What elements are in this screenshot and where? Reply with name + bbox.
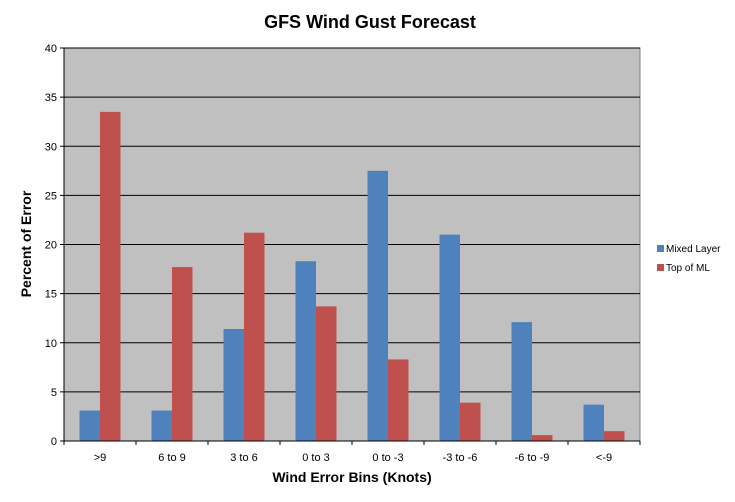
bar-mixed-layer [295,261,316,441]
legend-label: Top of ML [666,263,710,274]
y-tick-label: 20 [45,240,57,252]
y-tick-label: 15 [45,289,57,301]
bar-mixed-layer [439,234,460,441]
bar-top-of-ml [604,431,625,441]
x-tick-label: -6 to -9 [515,452,550,464]
legend-swatch [657,245,664,252]
x-tick-label: 0 to 3 [302,452,330,464]
bar-top-of-ml [100,111,121,442]
y-axis-ticks: 0 5 10 15 20 25 30 35 40 [45,43,64,448]
bar-mixed-layer [79,410,100,441]
bar-top-of-ml [388,359,409,441]
y-tick-label: 10 [45,338,57,350]
bar-top-of-ml [532,435,553,441]
bar-mixed-layer [583,404,604,441]
chart-title: GFS Wind Gust Forecast [264,12,476,32]
x-tick-label: 6 to 9 [158,452,186,464]
x-tick-label: 3 to 6 [230,452,258,464]
y-tick-label: 0 [51,436,57,448]
gridlines [64,47,640,393]
bar-top-of-ml [244,232,265,441]
x-tick-label: 0 to -3 [372,452,403,464]
bar-mixed-layer [367,170,388,441]
y-tick-label: 35 [45,92,57,104]
bar-top-of-ml [460,402,481,441]
bar-mixed-layer [223,328,244,441]
bar-top-of-ml [172,267,193,441]
legend-swatch [657,264,664,271]
bar-top-of-ml [316,306,337,441]
y-tick-label: 30 [45,141,57,153]
y-tick-label: 40 [45,43,57,55]
bars [79,111,625,442]
legend: Mixed Layer Top of ML [657,244,721,274]
x-tick-label: <-9 [596,452,612,464]
bar-mixed-layer [151,410,172,441]
x-axis-ticks: >9 6 to 9 3 to 6 0 to 3 0 to -3 -3 to -6 -6 to… [63,441,641,464]
x-tick-label: -3 to -6 [443,452,478,464]
bar-mixed-layer [511,322,532,441]
y-tick-label: 5 [51,387,57,399]
y-tick-label: 25 [45,190,57,202]
legend-label: Mixed Layer [666,244,721,255]
x-tick-label: >9 [94,452,107,464]
y-axis-title: Percent of Error [18,190,34,297]
x-axis-title: Wind Error Bins (Knots) [272,469,431,485]
